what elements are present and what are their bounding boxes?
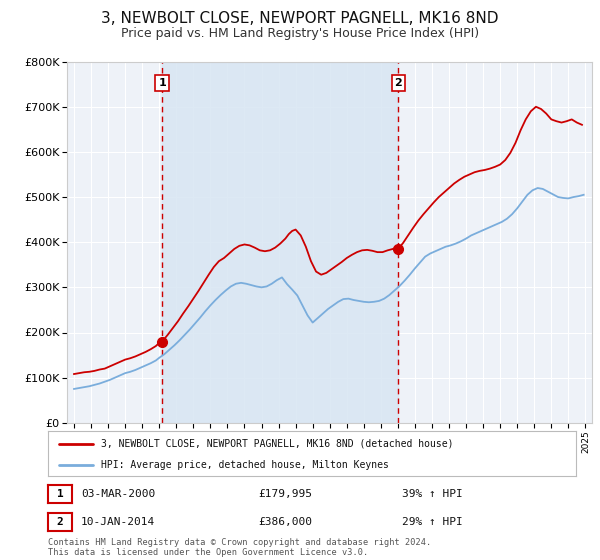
- Text: £179,995: £179,995: [258, 489, 312, 499]
- Bar: [162, 62, 398, 423]
- Text: 1: 1: [158, 78, 166, 88]
- Text: HPI: Average price, detached house, Milton Keynes: HPI: Average price, detached house, Milt…: [101, 460, 389, 470]
- Text: Contains HM Land Registry data © Crown copyright and database right 2024.
This d: Contains HM Land Registry data © Crown c…: [48, 538, 431, 557]
- Text: 1: 1: [56, 489, 64, 499]
- Text: 2: 2: [56, 517, 64, 527]
- Text: 03-MAR-2000: 03-MAR-2000: [81, 489, 155, 499]
- Text: 39% ↑ HPI: 39% ↑ HPI: [402, 489, 463, 499]
- Text: 3, NEWBOLT CLOSE, NEWPORT PAGNELL, MK16 8ND: 3, NEWBOLT CLOSE, NEWPORT PAGNELL, MK16 …: [101, 11, 499, 26]
- Text: Price paid vs. HM Land Registry's House Price Index (HPI): Price paid vs. HM Land Registry's House …: [121, 27, 479, 40]
- Text: 3, NEWBOLT CLOSE, NEWPORT PAGNELL, MK16 8ND (detached house): 3, NEWBOLT CLOSE, NEWPORT PAGNELL, MK16 …: [101, 438, 454, 449]
- Text: 29% ↑ HPI: 29% ↑ HPI: [402, 517, 463, 527]
- Text: 2: 2: [395, 78, 402, 88]
- Text: £386,000: £386,000: [258, 517, 312, 527]
- Text: 10-JAN-2014: 10-JAN-2014: [81, 517, 155, 527]
